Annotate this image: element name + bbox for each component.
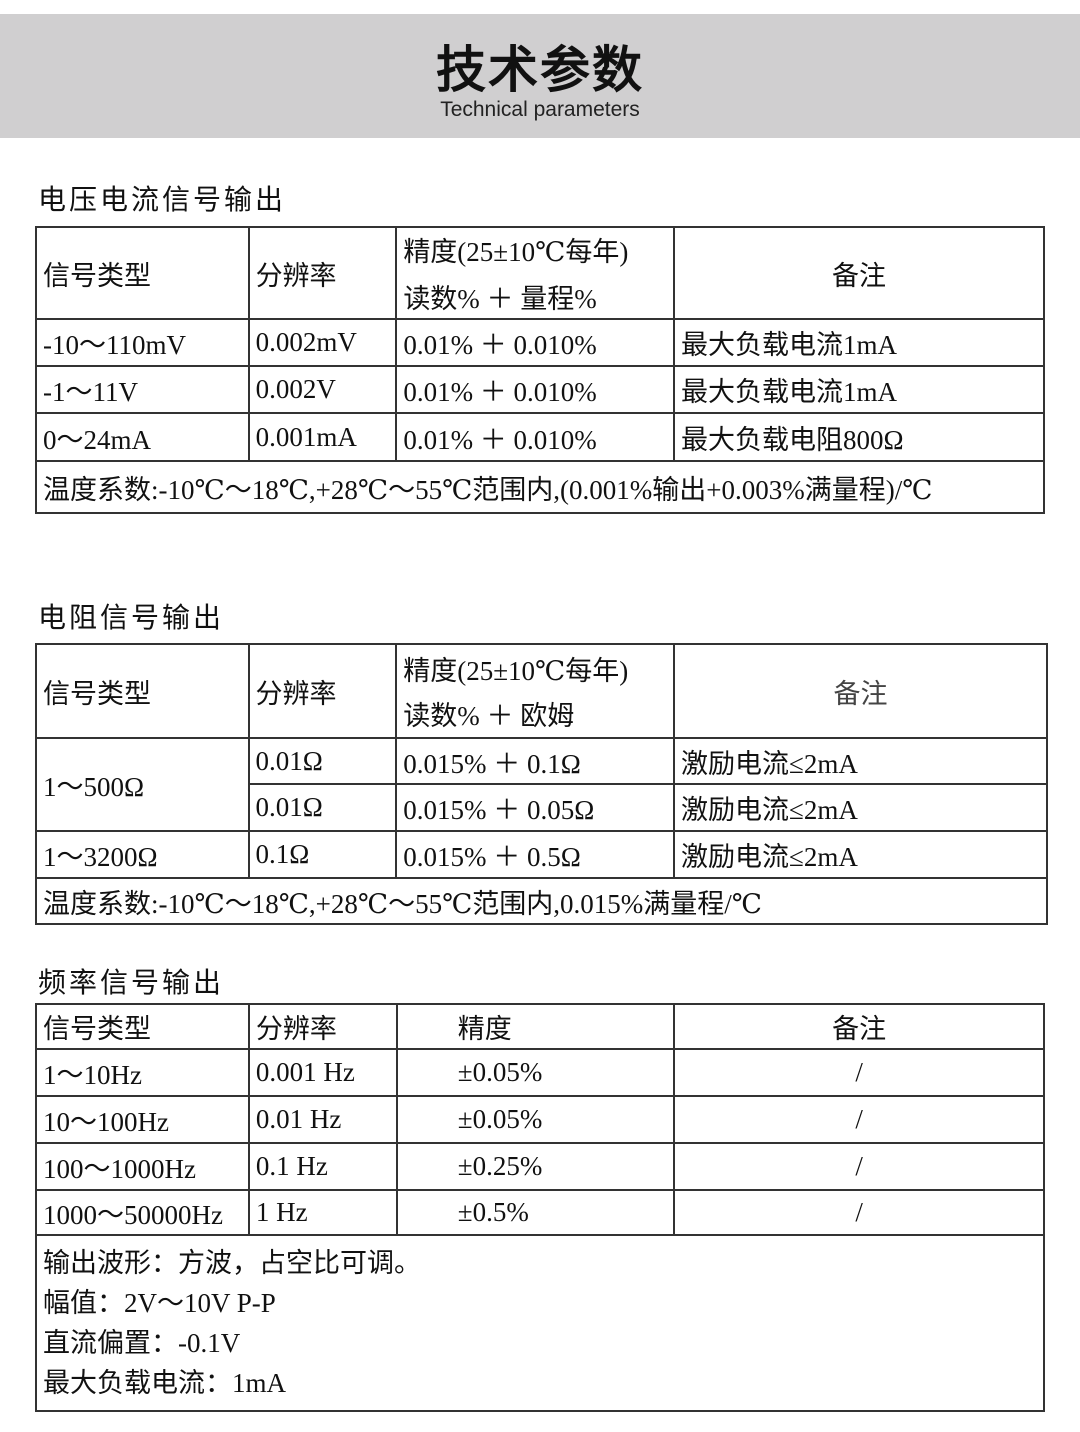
- cell: 0.01Ω: [247, 783, 398, 832]
- cell: 0.001 Hz: [247, 1048, 398, 1097]
- cell: 1～3200Ω: [35, 830, 250, 879]
- cell: 最大负载电流1mA: [673, 318, 1045, 367]
- table-header-row: 信号类型 分辨率 精度 备注: [35, 1003, 1045, 1050]
- table-row: 0～24mA 0.001mA 0.01% ＋ 0.010% 最大负载电阻800Ω: [35, 412, 1045, 462]
- cell: /: [673, 1142, 1045, 1191]
- table-row: 1～3200Ω 0.1Ω 0.015% ＋ 0.5Ω 激励电流≤2mA: [35, 830, 1048, 879]
- cell: 0.001mA: [247, 412, 398, 462]
- header-cell: 备注: [673, 226, 1045, 320]
- note-row: 温度系数:-10℃～18℃,+28℃～55℃范围内,(0.001%输出+0.00…: [35, 460, 1045, 514]
- cell: 激励电流≤2mA: [673, 830, 1048, 879]
- cell: 最大负载电流1mA: [673, 365, 1045, 414]
- header-cell: 精度(25±10℃每年) 读数% ＋ 量程%: [395, 226, 675, 320]
- cell: ±0.05%: [395, 1048, 676, 1097]
- cell: 0.015% ＋ 0.5Ω: [395, 830, 675, 879]
- header-cell: 备注: [673, 1003, 1045, 1050]
- note-dc-offset: 直流偏置：-0.1V: [43, 1328, 241, 1358]
- cell: /: [673, 1095, 1045, 1144]
- section-title-voltage-current: 电压电流信号输出: [38, 185, 287, 216]
- cell: 0.01 Hz: [247, 1095, 398, 1144]
- section-title-resistance: 电阻信号输出: [38, 603, 225, 634]
- cell: 0～24mA: [35, 412, 250, 462]
- section-title-frequency: 频率信号输出: [38, 968, 225, 999]
- cell: 1 Hz: [247, 1189, 398, 1236]
- header-banner: 技术参数 Technical parameters: [0, 14, 1080, 138]
- header-cell: 分辨率: [247, 1003, 398, 1050]
- page-subtitle: Technical parameters: [440, 98, 640, 121]
- cell: 0.015% ＋ 0.1Ω: [395, 737, 675, 785]
- note-row: 温度系数:-10℃～18℃,+28℃～55℃范围内,0.015%满量程/℃: [35, 877, 1048, 925]
- cell: 10～100Hz: [35, 1095, 250, 1144]
- cell: 100～1000Hz: [35, 1142, 250, 1191]
- page-title: 技术参数: [436, 41, 644, 99]
- table-row: 1～500Ω 0.01Ω 0.015% ＋ 0.1Ω 激励电流≤2mA: [35, 737, 1048, 832]
- table-header-row: 信号类型 分辨率 精度(25±10℃每年) 读数% ＋ 量程% 备注: [35, 226, 1045, 320]
- table-row: 1000～50000Hz 1 Hz ±0.5% /: [35, 1189, 1045, 1236]
- cell: 0.01% ＋ 0.010%: [395, 318, 675, 367]
- table-row: -10～110mV 0.002mV 0.01% ＋ 0.010% 最大负载电流1mA: [35, 318, 1045, 367]
- cell: ±0.5%: [395, 1189, 676, 1236]
- cell: 1～500Ω: [35, 737, 250, 832]
- cell: 0.002mV: [247, 318, 398, 367]
- cell: 0.1Ω: [247, 830, 398, 879]
- table-header-row: 信号类型 分辨率 精度(25±10℃每年) 读数% ＋ 欧姆 备注: [35, 643, 1048, 739]
- cell: 0.01% ＋ 0.010%: [395, 412, 675, 462]
- temperature-coefficient-note: 温度系数:-10℃～18℃,+28℃～55℃范围内,(0.001%输出+0.00…: [35, 460, 1045, 514]
- header-line: 读数% ＋ 量程%: [403, 284, 597, 314]
- cell: 0.002V: [247, 365, 398, 414]
- cell: 1～10Hz: [35, 1048, 250, 1097]
- cell: 1000～50000Hz: [35, 1189, 250, 1236]
- cell: 激励电流≤2mA: [673, 783, 1048, 832]
- cell: /: [673, 1048, 1045, 1097]
- cell: /: [673, 1189, 1045, 1236]
- header-cell: 信号类型: [35, 1003, 250, 1050]
- notes-row: 输出波形：方波，占空比可调。 幅值：2V～10V P-P 直流偏置：-0.1V …: [35, 1234, 1045, 1412]
- header-line: 精度(25±10℃每年): [403, 656, 629, 686]
- header-line: 精度(25±10℃每年): [403, 237, 629, 267]
- cell: 激励电流≤2mA: [673, 737, 1048, 785]
- cell: 最大负载电阻800Ω: [673, 412, 1045, 462]
- note-max-load-current: 最大负载电流：1mA: [43, 1368, 286, 1398]
- header-cell: 精度(25±10℃每年) 读数% ＋ 欧姆: [395, 643, 675, 739]
- header-cell: 备注: [673, 643, 1048, 739]
- cell: 0.01% ＋ 0.010%: [395, 365, 675, 414]
- header-cell: 信号类型: [35, 226, 250, 320]
- table-row: 1～10Hz 0.001 Hz ±0.05% /: [35, 1048, 1045, 1097]
- note-amplitude: 幅值：2V～10V P-P: [43, 1288, 276, 1318]
- cell: 0.015% ＋ 0.05Ω: [395, 783, 675, 832]
- header-cell: 分辨率: [247, 226, 398, 320]
- cell: 0.01Ω: [247, 737, 398, 785]
- header-cell: 信号类型: [35, 643, 250, 739]
- header-line: 读数% ＋ 欧姆: [403, 701, 575, 731]
- table-row: -1～11V 0.002V 0.01% ＋ 0.010% 最大负载电流1mA: [35, 365, 1045, 414]
- table-row: 100～1000Hz 0.1 Hz ±0.25% /: [35, 1142, 1045, 1191]
- note-output-waveform: 输出波形：方波，占空比可调。: [43, 1248, 421, 1278]
- resistance-table: 信号类型 分辨率 精度(25±10℃每年) 读数% ＋ 欧姆 备注 1～500Ω 0…: [35, 643, 1048, 925]
- notes-cell: 输出波形：方波，占空比可调。 幅值：2V～10V P-P 直流偏置：-0.1V …: [35, 1234, 1045, 1412]
- cell: ±0.25%: [395, 1142, 676, 1191]
- header-cell: 分辨率: [247, 643, 398, 739]
- temperature-coefficient-note: 温度系数:-10℃～18℃,+28℃～55℃范围内,0.015%满量程/℃: [35, 877, 1048, 925]
- cell: ±0.05%: [395, 1095, 676, 1144]
- voltage-current-table: 信号类型 分辨率 精度(25±10℃每年) 读数% ＋ 量程% 备注 -10～11…: [35, 226, 1045, 514]
- table-row: 10～100Hz 0.01 Hz ±0.05% /: [35, 1095, 1045, 1144]
- cell: -10～110mV: [35, 318, 250, 367]
- header-cell: 精度: [395, 1003, 676, 1050]
- cell: 0.1 Hz: [247, 1142, 398, 1191]
- table-row: 0.01Ω 0.015% ＋ 0.05Ω 激励电流≤2mA: [36, 783, 1048, 832]
- frequency-table: 信号类型 分辨率 精度 备注 1～10Hz 0.001 Hz ±0.05%/ 10～…: [35, 1003, 1045, 1412]
- cell: -1～11V: [35, 365, 250, 414]
